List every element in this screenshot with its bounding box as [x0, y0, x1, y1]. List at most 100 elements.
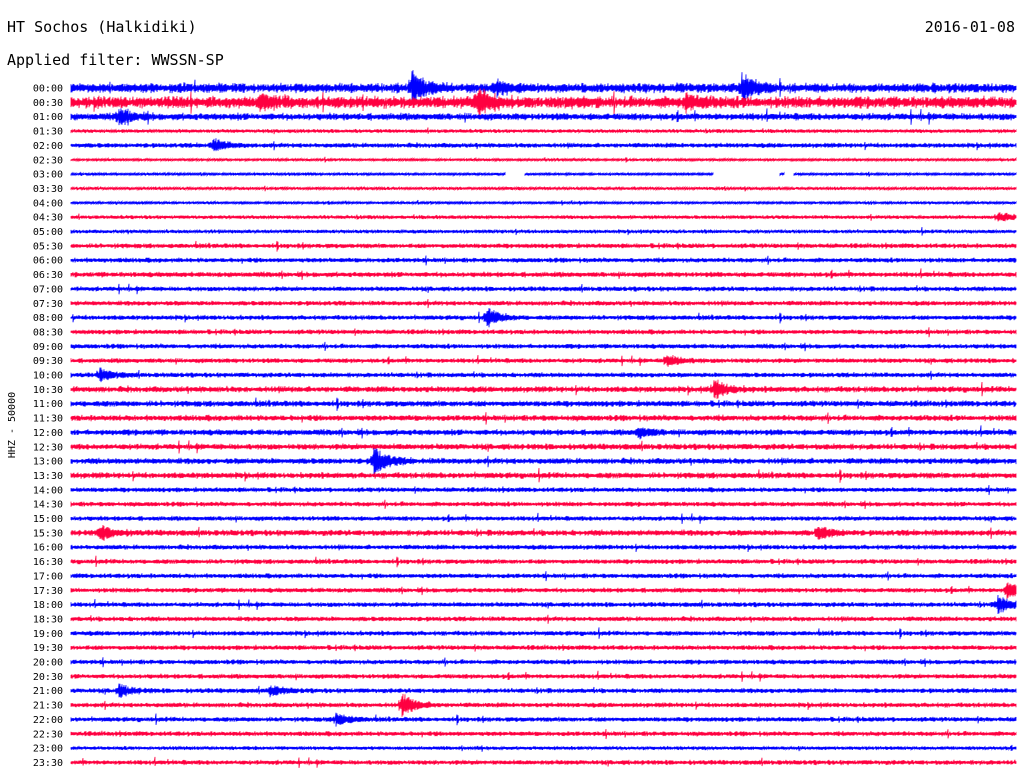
trace-line: [70, 485, 1017, 496]
time-tick-label: 05:30: [33, 241, 63, 252]
trace-line: [70, 644, 1017, 652]
trace-line: [70, 138, 1017, 152]
time-tick-label: 08:30: [33, 327, 63, 338]
time-tick-label: 22:00: [33, 715, 63, 726]
time-tick-label: 18:30: [33, 614, 63, 625]
time-tick-label: 19:00: [33, 629, 63, 640]
time-tick-label: 06:30: [33, 270, 63, 281]
trace-line: [70, 212, 1017, 222]
trace-line: [70, 255, 1017, 266]
trace-line: [70, 283, 1017, 295]
trace-line: [70, 327, 1017, 338]
trace-line: [70, 657, 1017, 668]
time-tick-label: 14:00: [33, 485, 63, 496]
trace-group: [70, 70, 1017, 768]
trace-line: [70, 712, 1017, 727]
trace-line: [70, 397, 1017, 411]
time-tick-label: 17:30: [33, 586, 63, 597]
filter-label: Applied filter: WWSSN-SP: [7, 51, 224, 69]
trace-line: [70, 670, 1017, 682]
time-tick-label: 16:00: [33, 543, 63, 554]
time-tick-label: 05:00: [33, 227, 63, 238]
time-tick-label: 17:00: [33, 571, 63, 582]
trace-line: [70, 156, 1017, 163]
time-tick-label: 20:30: [33, 672, 63, 683]
time-tick-label: 10:30: [33, 385, 63, 396]
time-tick-label: 08:00: [33, 313, 63, 324]
trace-line: [70, 108, 1017, 126]
trace-line: [70, 524, 1017, 541]
trace-line: [70, 70, 1017, 103]
trace-line: [70, 594, 1017, 615]
trace-line: [70, 627, 1017, 640]
time-tick-label: 22:30: [33, 729, 63, 740]
time-tick-label: 11:00: [33, 399, 63, 410]
trace-line: [70, 756, 1017, 768]
time-tick-label: 02:30: [33, 155, 63, 166]
trace-line: [70, 412, 1017, 425]
time-tick-label: 18:00: [33, 600, 63, 611]
time-tick-label: 04:00: [33, 198, 63, 209]
time-tick-label: 00:30: [33, 98, 63, 109]
trace-line: [70, 582, 1017, 600]
time-tick-label: 00:00: [33, 84, 63, 95]
trace-line: [70, 367, 1017, 383]
time-tick-label: 03:00: [33, 170, 63, 181]
time-tick-label: 13:00: [33, 457, 63, 468]
time-tick-label: 15:30: [33, 528, 63, 539]
trace-line: [70, 227, 1017, 236]
time-tick-label: 13:30: [33, 471, 63, 482]
time-tick-label: 10:00: [33, 371, 63, 382]
trace-line: [70, 341, 1017, 352]
time-tick-label: 04:30: [33, 213, 63, 224]
trace-line: [70, 729, 1017, 740]
trace-line: [70, 571, 1017, 582]
time-tick-label: 14:30: [33, 500, 63, 511]
trace-line: [70, 127, 1017, 135]
trace-line: [70, 88, 1017, 116]
time-tick-label: 16:30: [33, 557, 63, 568]
trace-line: [70, 512, 1017, 524]
trace-line: [70, 171, 1017, 177]
time-tick-label: 19:30: [33, 643, 63, 654]
trace-line: [70, 185, 1017, 192]
trace-line: [70, 448, 1017, 475]
trace-line: [70, 440, 1017, 454]
time-tick-label: 01:00: [33, 112, 63, 123]
time-tick-label: 15:00: [33, 514, 63, 525]
trace-line: [70, 555, 1017, 568]
time-tick-label: 01:30: [33, 127, 63, 138]
time-tick-label: 12:00: [33, 428, 63, 439]
time-tick-label: 23:30: [33, 758, 63, 769]
time-tick-labels: 00:00 00:30 01:00 01:30 02:00 02:30 03:00 03:30…: [33, 84, 63, 769]
time-tick-label: 03:30: [33, 184, 63, 195]
trace-line: [70, 693, 1017, 717]
time-tick-label: 12:30: [33, 442, 63, 453]
time-tick-label: 20:00: [33, 658, 63, 669]
time-tick-label: 21:00: [33, 686, 63, 697]
time-tick-label: 02:00: [33, 141, 63, 152]
time-tick-label: 23:00: [33, 744, 63, 755]
trace-line: [70, 543, 1017, 553]
trace-line: [70, 683, 1017, 699]
trace-line: [70, 355, 1017, 367]
trace-line: [70, 744, 1017, 752]
station-title: HT Sochos (Halkidiki): [7, 18, 197, 36]
time-tick-label: 11:30: [33, 414, 63, 425]
trace-line: [70, 240, 1017, 252]
trace-line: [70, 308, 1017, 328]
trace-line: [70, 379, 1017, 399]
channel-label: HHZ - 50000: [7, 392, 18, 458]
time-tick-label: 21:30: [33, 701, 63, 712]
trace-line: [70, 468, 1017, 483]
time-tick-label: 06:00: [33, 256, 63, 267]
trace-line: [70, 614, 1017, 624]
record-date: 2016-01-08: [924, 18, 1015, 36]
trace-line: [70, 499, 1017, 510]
trace-line: [70, 299, 1017, 309]
trace-line: [70, 268, 1017, 280]
time-tick-label: 09:00: [33, 342, 63, 353]
time-tick-label: 07:30: [33, 299, 63, 310]
time-tick-label: 07:00: [33, 284, 63, 295]
